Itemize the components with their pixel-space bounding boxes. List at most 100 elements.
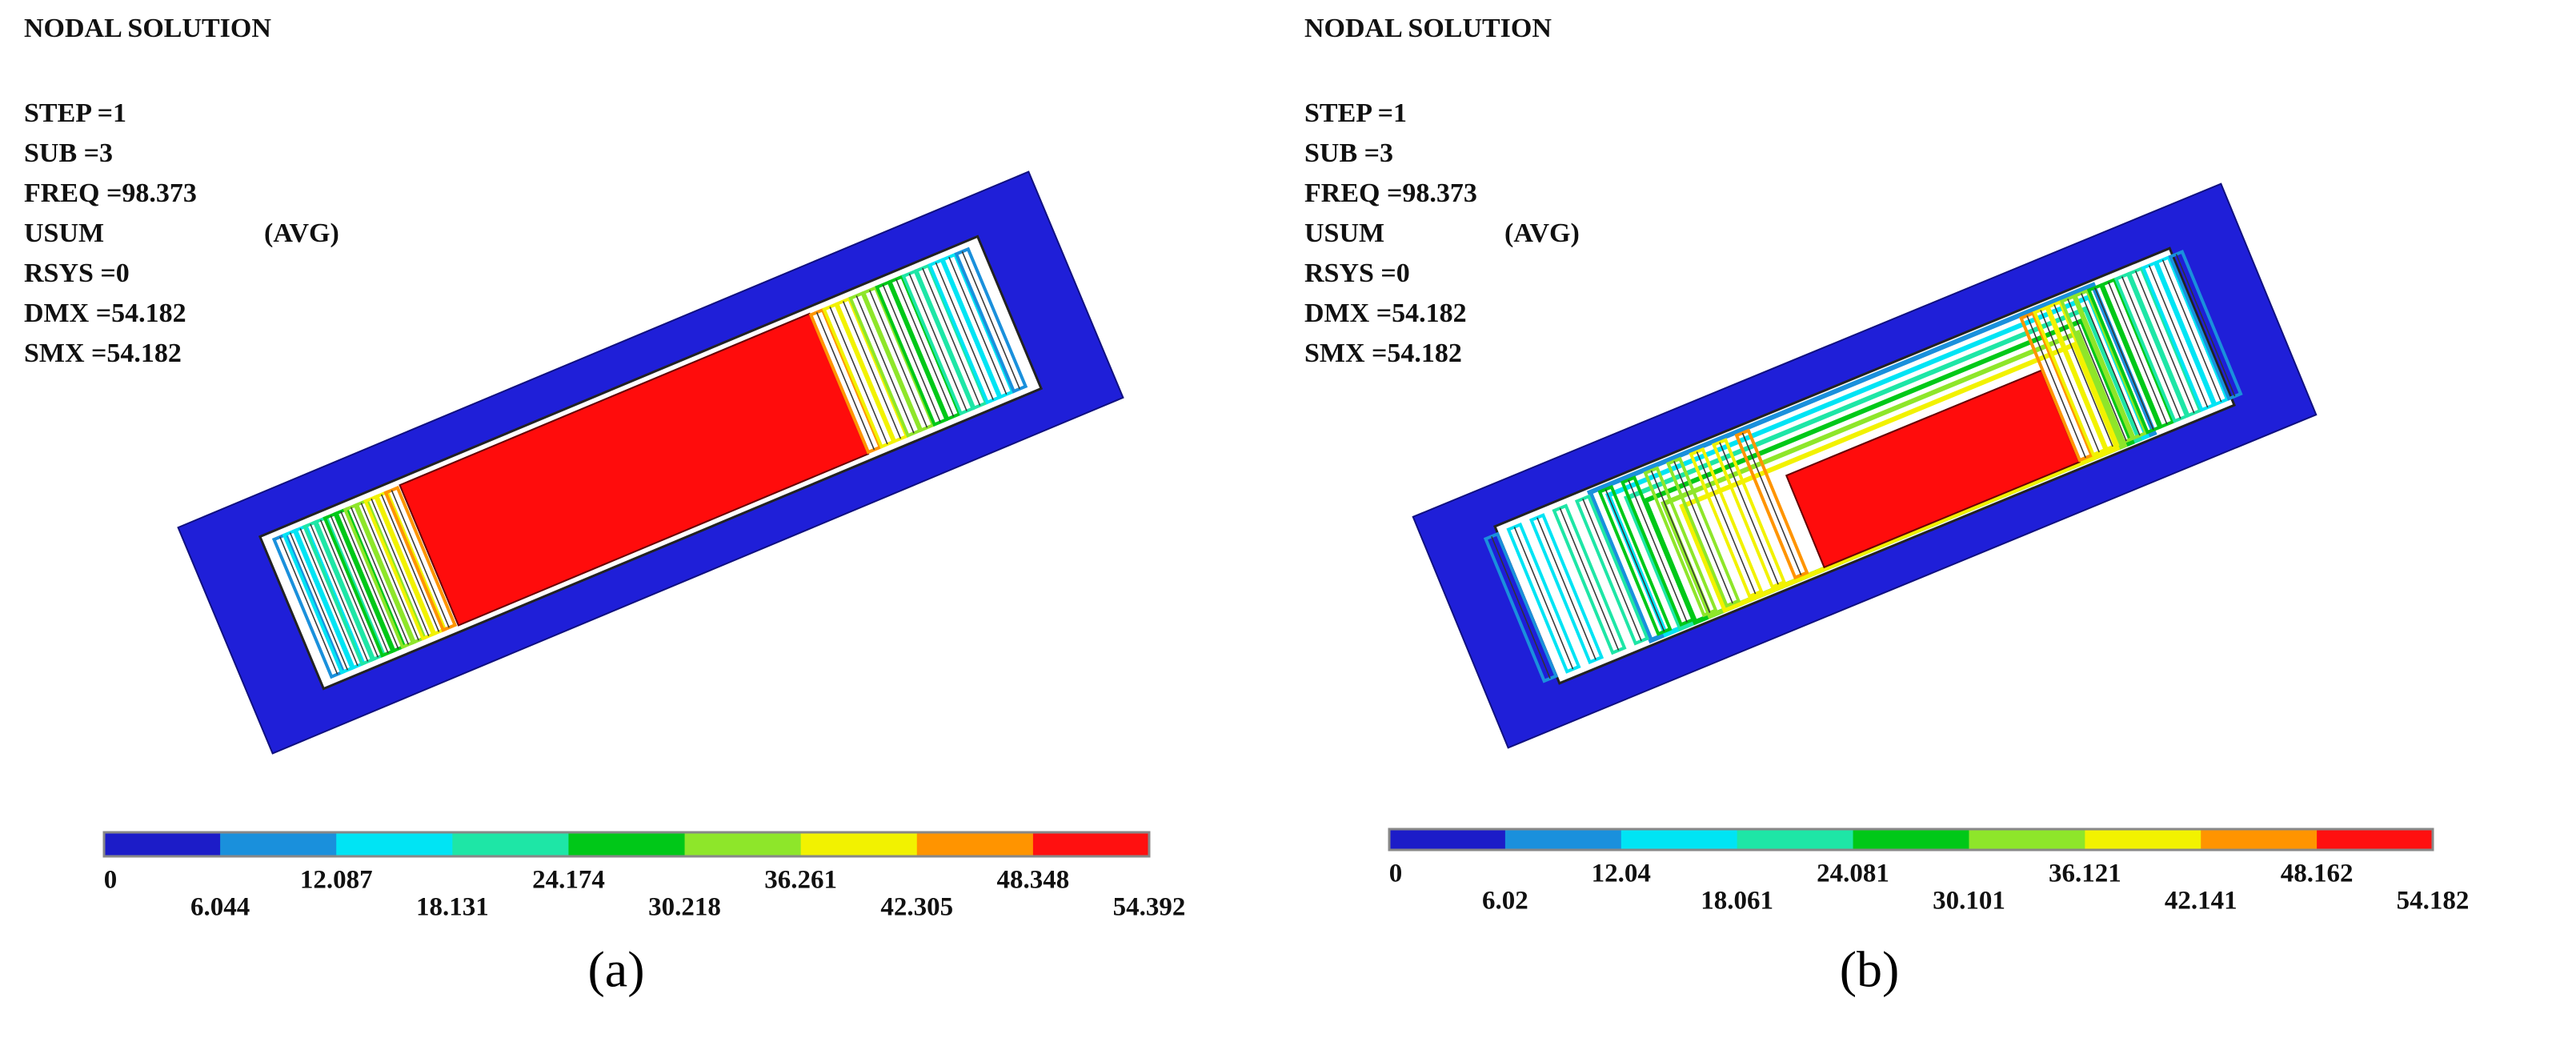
spring-core (908, 273, 968, 411)
caption: (a) (587, 941, 644, 998)
legend-swatch (1737, 829, 1854, 850)
spring-core (2026, 315, 2086, 459)
title: NODAL SOLUTION (1304, 14, 1552, 43)
spring-core (1536, 517, 1596, 660)
legend-swatch (220, 832, 337, 856)
spring-core (319, 519, 379, 658)
legend-swatch (1853, 829, 1969, 850)
legend-label: 12.04 (1592, 860, 1651, 888)
legend-swatch (568, 832, 686, 856)
info-line: USUM (24, 218, 104, 248)
legend-label: 54.392 (1113, 893, 1186, 922)
spring-core (1513, 527, 1574, 670)
spring-core (961, 250, 1020, 390)
spring-core (922, 267, 981, 406)
spring-core (360, 503, 419, 641)
legend-swatch (1389, 829, 1506, 850)
avg-label: (AVG) (1504, 218, 1580, 248)
legend-label: 24.174 (532, 866, 605, 895)
legend-label: 48.348 (997, 866, 1070, 895)
legend-swatch (452, 832, 569, 856)
spring-core (2148, 265, 2209, 408)
spring-core (310, 523, 369, 662)
legend-swatch (800, 832, 918, 856)
legend-label: 48.162 (2281, 860, 2354, 888)
legend-label: 0 (104, 866, 118, 895)
info-line: RSYS =0 (1304, 258, 1410, 288)
legend-label: 24.081 (1817, 860, 1889, 888)
spring-core (935, 262, 994, 400)
legend-swatch (2201, 829, 2318, 850)
spring-core (2094, 287, 2154, 431)
legend-label: 36.261 (764, 866, 837, 895)
spring-core (289, 532, 349, 671)
spring-core (2161, 259, 2222, 403)
spring-core (2134, 271, 2195, 414)
legend-swatch (1969, 829, 2085, 850)
info-line: DMX =54.182 (1304, 299, 1467, 328)
legend-swatch (684, 832, 802, 856)
spring-core (815, 312, 875, 451)
legend-swatch (2085, 829, 2201, 850)
info-line: SUB =3 (24, 138, 113, 168)
spring-core (2053, 304, 2113, 447)
spring-core (882, 284, 941, 423)
legend-label: 6.044 (190, 893, 250, 922)
spring-core (330, 515, 389, 654)
legend-frame (1388, 828, 2434, 852)
spring (1506, 522, 1581, 674)
info-line: SUB =3 (1304, 138, 1393, 168)
info-line: STEP =1 (24, 98, 126, 128)
spring-core (895, 279, 955, 417)
legend-swatch (2317, 829, 2434, 850)
spring-core (829, 307, 888, 445)
spring-core (1741, 432, 1802, 575)
spring-core (371, 498, 430, 637)
legend-label: 36.121 (2049, 860, 2121, 888)
legend-label: 30.101 (1933, 887, 2005, 916)
legend-label: 54.182 (2397, 887, 2470, 916)
info-line: SMX =54.182 (24, 339, 182, 368)
spring-core (842, 301, 902, 439)
spring-core (855, 295, 915, 434)
legend-label: 18.131 (416, 893, 489, 922)
spring-core (1696, 451, 1757, 595)
legend-label: 6.02 (1482, 887, 1528, 916)
spring-core (340, 511, 399, 649)
legend-frame (102, 831, 1151, 858)
info-line: STEP =1 (1304, 98, 1407, 128)
model (1412, 182, 2318, 749)
info-line: FREQ =98.373 (24, 178, 197, 208)
legend-swatch (1621, 829, 1738, 850)
info-line: FREQ =98.373 (1304, 178, 1477, 208)
legend-label: 12.087 (300, 866, 373, 895)
spring-core (299, 528, 359, 667)
spring-core (350, 507, 410, 645)
spring-core (869, 290, 928, 428)
spring-core (2121, 276, 2181, 419)
info-line: SMX =54.182 (1304, 339, 1462, 368)
avg-label: (AVG) (264, 218, 339, 248)
legend-swatch (104, 832, 221, 856)
legend-label: 42.141 (2165, 887, 2237, 916)
spring-core (1604, 489, 1665, 632)
spring-core (2175, 254, 2236, 397)
spring-core (1650, 470, 1711, 613)
band (1679, 341, 2121, 614)
spring-core (2067, 299, 2127, 442)
spring (2032, 305, 2108, 457)
spring-core (391, 490, 450, 628)
legend-swatch (336, 832, 453, 856)
spring-core (2108, 282, 2168, 425)
legend-label: 42.305 (880, 893, 953, 922)
legend-swatch (916, 832, 1034, 856)
spring-core (1673, 460, 1733, 604)
spring-core (1719, 442, 1779, 585)
spring-core (2040, 310, 2100, 453)
legend-swatch (1504, 829, 1622, 850)
spring (1552, 503, 1627, 655)
legend-swatch (1032, 832, 1150, 856)
legend-label: 18.061 (1701, 887, 1773, 916)
title: NODAL SOLUTION (24, 14, 271, 43)
